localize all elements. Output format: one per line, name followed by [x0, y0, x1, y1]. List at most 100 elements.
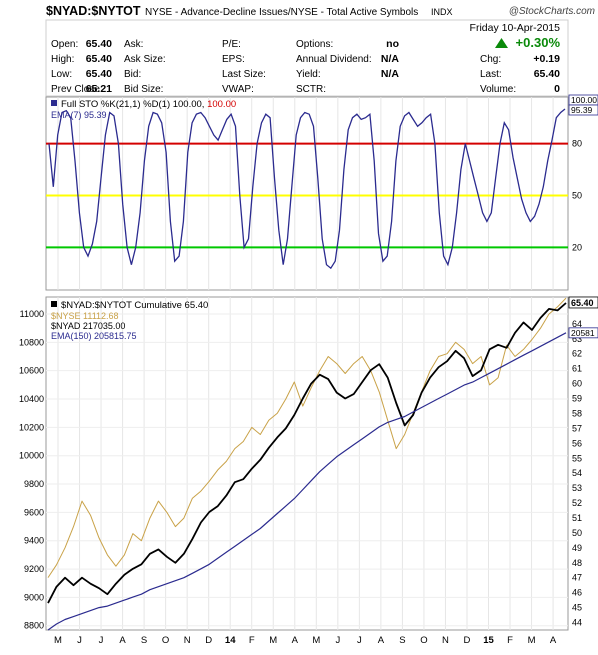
quote-label: P/E: — [222, 39, 241, 50]
right-y-tick: 47 — [572, 573, 582, 583]
right-y-tick: 52 — [572, 498, 582, 508]
right-y-tick: 55 — [572, 453, 582, 463]
ema-value-box — [568, 327, 598, 339]
legend-nyad: $NYAD 217035.00 — [51, 321, 125, 331]
quote-label: Bid Size: — [124, 84, 163, 95]
x-tick-label: M — [54, 635, 62, 646]
symbol-title: $NYAD:$NYTOT — [46, 4, 141, 18]
right-y-tick: 62 — [572, 349, 582, 359]
quote-label: High: — [51, 54, 74, 65]
x-tick-label: N — [442, 635, 449, 646]
series-line-0 — [47, 297, 567, 578]
current-value-box — [568, 296, 598, 309]
quote-label: Low: — [51, 69, 72, 80]
quote-label: SCTR: — [296, 84, 326, 95]
price-grid — [46, 297, 568, 630]
x-tick-label: A — [378, 635, 385, 646]
left-y-tick: 10200 — [19, 422, 44, 432]
right-y-tick: 56 — [572, 438, 582, 448]
left-y-tick: 9200 — [24, 564, 44, 574]
quote-label: Last Size: — [222, 69, 266, 80]
quote-label: Prev Close: — [51, 84, 103, 95]
left-y-tick: 9400 — [24, 536, 44, 546]
quote-label: VWAP: — [222, 84, 254, 95]
left-y-tick: 11000 — [20, 309, 44, 319]
right-y-tick: 46 — [572, 588, 582, 598]
right-y-tick: 50 — [572, 528, 582, 538]
right-y-tick: 54 — [572, 468, 582, 478]
quote-value: N/A — [381, 53, 400, 65]
quote-value: 65.40 — [86, 53, 112, 65]
left-y-tick: 10800 — [19, 337, 44, 347]
right-y-tick: 60 — [572, 379, 582, 389]
left-y-tick: 9600 — [24, 507, 44, 517]
left-y-tick: 10400 — [19, 394, 44, 404]
x-tick-label: D — [464, 635, 471, 646]
legend-cumulative: $NYAD:$NYTOT Cumulative 65.40 — [61, 300, 208, 311]
x-tick-label: N — [184, 635, 191, 646]
stoch-y-tick: 20 — [572, 242, 582, 252]
series-line-1 — [47, 302, 567, 604]
brand-label[interactable]: @StockCharts.com — [509, 6, 595, 17]
x-tick-label: D — [205, 635, 212, 646]
triangle-up-icon — [495, 38, 508, 48]
right-y-tick: 58 — [572, 408, 582, 418]
x-tick-label: A — [550, 635, 557, 646]
quote-label: Open: — [51, 39, 78, 50]
right-y-tick: 51 — [572, 513, 582, 523]
current-value-label: 65.40 — [571, 298, 594, 308]
series-line-2 — [47, 332, 567, 631]
right-y-tick: 61 — [572, 364, 582, 374]
x-tick-label: F — [249, 635, 255, 646]
left-y-tick: 10000 — [19, 451, 44, 461]
stoch-value-box — [568, 104, 598, 116]
right-y-tick: 53 — [572, 483, 582, 493]
left-y-tick: 8800 — [24, 621, 44, 631]
quote-value: 65.21 — [86, 83, 112, 95]
x-tick-label: A — [292, 635, 299, 646]
x-tick-label: M — [312, 635, 320, 646]
quote-label: Chg: — [480, 54, 501, 65]
symbol-description: NYSE - Advance-Decline Issues/NYSE - Tot… — [145, 7, 418, 18]
quote-value: 0 — [554, 83, 560, 95]
right-y-tick: 49 — [572, 543, 582, 553]
right-y-tick: 59 — [572, 394, 582, 404]
stochastic-panel — [45, 96, 569, 291]
left-y-tick: 9000 — [24, 592, 44, 602]
x-tick-label: 15 — [483, 635, 494, 646]
quote-label: Annual Dividend: — [296, 54, 372, 65]
legend-stochastic: Full STO %K(21,1) %D(1) 100.00, 100.00 — [61, 99, 236, 110]
quote-label: Last: — [480, 69, 502, 80]
legend-ema150: EMA(150) 205815.75 — [51, 331, 137, 341]
x-tick-label: O — [162, 635, 169, 646]
x-tick-label: S — [141, 635, 147, 646]
quote-label: Bid: — [124, 69, 141, 80]
right-y-tick: 48 — [572, 558, 582, 568]
quote-label: Ask Size: — [124, 54, 166, 65]
legend-stochastic-ema: EMA(7) 95.39 — [51, 110, 107, 120]
quote-value: 65.40 — [86, 68, 112, 80]
x-tick-label: J — [357, 635, 362, 646]
quote-label: Volume: — [480, 84, 516, 95]
right-y-tick: 64 — [572, 319, 582, 329]
price-legend: $NYAD:$NYTOT Cumulative 65.40 $NYSE 1111… — [51, 300, 208, 341]
stochastic-legend: Full STO %K(21,1) %D(1) 100.00, 100.00 E… — [51, 99, 236, 120]
right-y-tick: 63 — [572, 334, 582, 344]
price-panel — [45, 296, 569, 631]
stoch-y-tick: 80 — [572, 139, 582, 149]
left-y-tick: 10600 — [19, 366, 44, 376]
x-tick-label: S — [399, 635, 405, 646]
right-y-tick: 45 — [572, 603, 582, 613]
ema-value-label: 20581 — [571, 328, 595, 338]
quote-label: EPS: — [222, 54, 245, 65]
x-tick-label: J — [99, 635, 104, 646]
legend-nyse: $NYSE 11112.68 — [51, 311, 119, 321]
x-tick-label: 14 — [225, 635, 236, 646]
quote-table: Open: 65.40 Ask: P/E: Options: no High: 65.40 As… — [51, 38, 560, 95]
quote-label: Options: — [296, 39, 333, 50]
quote-value: 65.40 — [534, 68, 560, 80]
x-tick-label: M — [269, 635, 277, 646]
